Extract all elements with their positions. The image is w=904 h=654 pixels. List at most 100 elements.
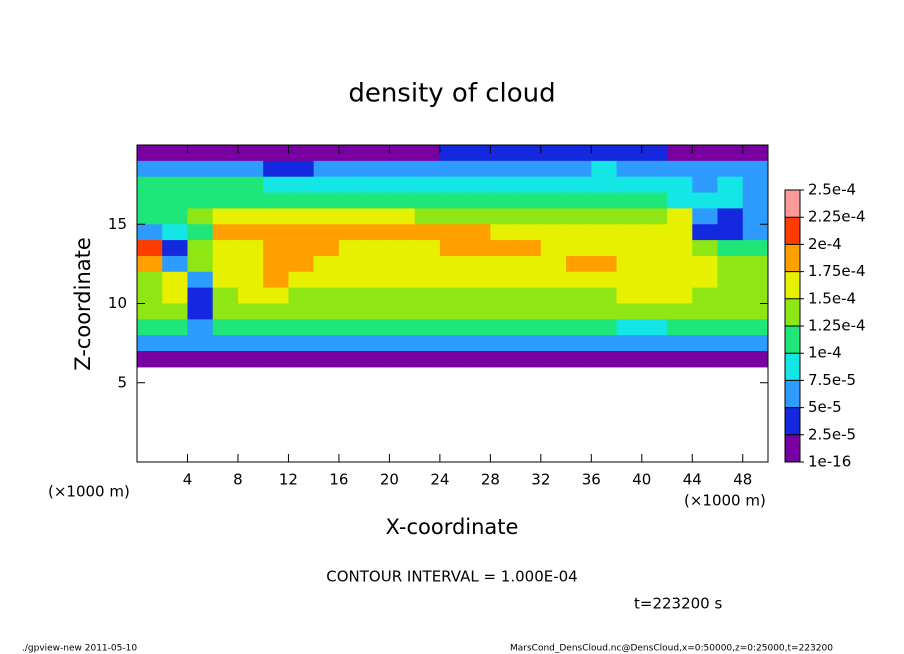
heat-cell [540,287,567,304]
heat-cell [566,192,592,209]
heat-cell [742,303,769,320]
y-tick-label: 10 [108,294,127,312]
heat-cell [414,255,441,273]
heat-cell [338,255,365,273]
heat-cell [439,160,466,178]
heat-cell [414,335,441,352]
heat-cell [566,208,592,225]
heat-cell [313,271,340,289]
heat-cell [742,240,769,257]
heat-cell [490,335,517,352]
x-tick-label: 24 [430,471,449,489]
heat-cell [288,303,315,320]
heat-cell [742,255,769,273]
heat-cell [187,240,214,257]
heat-cell [338,319,365,336]
heat-cell [540,319,567,336]
heat-cell [742,319,769,336]
x-tick-label: 12 [279,471,298,489]
heat-cell [162,208,188,225]
heat-cell [439,303,466,320]
heat-cell [162,255,188,273]
heat-cell [212,335,239,352]
heat-cell [212,224,239,241]
heat-cell [162,240,188,257]
heat-cell [263,271,289,289]
heat-cell [212,351,239,368]
heat-cell [137,208,163,225]
heat-cell [263,176,289,194]
heat-cell [364,176,390,194]
heat-cell [540,303,567,320]
colorbar-label: 1e-16 [808,453,851,471]
heat-cell [313,240,340,257]
heat-cell [591,240,618,257]
heat-cell [237,255,264,273]
heat-cell [717,224,744,241]
heat-cell [591,271,618,289]
heat-cell [591,176,618,194]
heat-cell [187,335,214,352]
heat-cell [465,145,491,162]
heat-cell [515,208,542,225]
footer: MarsCond_DensCloud.nc@DensCloud,x=0:5000… [510,644,833,654]
heat-cell [137,287,163,304]
heat-cell [288,224,315,241]
heat-cell [540,176,567,194]
colorbar-swatch [785,326,800,354]
heat-cell [641,287,668,304]
heat-cell [490,240,517,257]
heat-cell [591,351,618,368]
x-tick-label: 20 [380,471,399,489]
heat-cell [338,176,365,194]
heat-cell [717,192,744,209]
colorbar-label: 2.5e-4 [808,181,856,199]
heat-cell [338,351,365,368]
heat-cell [162,145,188,162]
colorbar-label: 7.5e-5 [808,371,856,389]
heat-cell [490,351,517,368]
heat-cell [490,271,517,289]
heat-cell [540,255,567,273]
heat-cell [515,240,542,257]
heat-cell [515,319,542,336]
heat-cell [414,319,441,336]
heat-cell [338,145,365,162]
heat-cell [616,160,643,178]
heat-cell [439,319,466,336]
heat-cell [137,303,163,320]
heat-cell [742,192,769,209]
heat-cell [540,351,567,368]
heat-cell [187,192,214,209]
heat-cell [465,319,491,336]
heat-cell [237,176,264,194]
colorbar-label: 1e-4 [808,344,842,362]
heat-cell [591,335,618,352]
heat-cell [364,255,390,273]
heat-cell [490,192,517,209]
heat-cell [616,303,643,320]
heat-cell [465,351,491,368]
heat-cell [162,176,188,194]
chart-title: density of cloud [348,79,555,109]
heat-cell [162,319,188,336]
heat-cell [566,176,592,194]
heat-cell [742,351,769,368]
heat-cell [364,192,390,209]
colorbar-swatch [785,407,800,435]
heat-cell [137,319,163,336]
heat-cell [692,208,719,225]
x-tick-label: 40 [632,471,651,489]
heat-cell [566,240,592,257]
heat-cell [540,208,567,225]
colorbar-swatch [785,353,800,381]
heat-cell [591,145,618,162]
heat-cell [313,224,340,241]
heat-cell [389,240,416,257]
heat-cell [263,145,289,162]
colorbar-label: 2.25e-4 [808,208,866,226]
heat-cell [338,287,365,304]
heat-cell [313,335,340,352]
x-unit: (×1000 m) [48,483,130,501]
